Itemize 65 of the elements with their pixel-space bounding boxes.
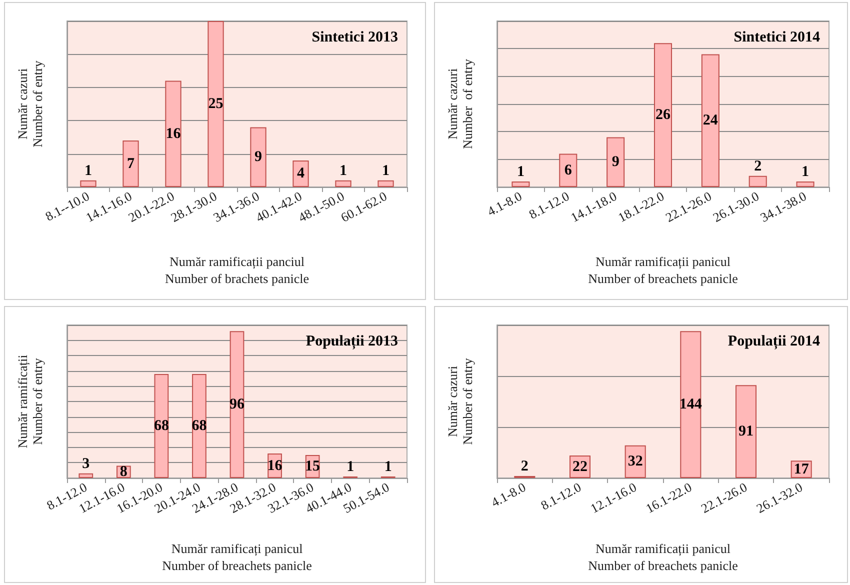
data-label: 16 [267, 458, 283, 474]
bar [512, 181, 530, 187]
bar [606, 137, 625, 187]
text: Sintetici 2013 [312, 30, 398, 46]
bar [654, 43, 672, 187]
data-label: 15 [305, 458, 320, 475]
bar [78, 473, 94, 478]
x-axis-title: Număr ramificații panicul Number of breachets panicle [588, 541, 738, 573]
data-label: 144 [679, 396, 702, 413]
data-label: 1 [516, 164, 524, 180]
bar [748, 176, 767, 187]
x-tick-label: 4.1-8.0 [484, 188, 524, 219]
y-axis-title: Număr cazuri Number of entry [445, 358, 475, 445]
bar [208, 21, 224, 187]
bar [230, 331, 244, 478]
bar [80, 180, 96, 187]
data-label: 68 [192, 418, 207, 434]
data-label: 2 [520, 458, 528, 474]
x-axis-title: Număr ramificații panciul Number of brachets panicle [164, 254, 310, 286]
bar [680, 331, 702, 478]
bar [122, 140, 139, 187]
data-label: 9 [254, 149, 262, 166]
data-label: 1 [340, 162, 347, 179]
data-label: 1 [802, 164, 810, 180]
data-label: 96 [230, 396, 245, 413]
text: Populații 2014 [728, 334, 820, 350]
data-label: 3 [82, 456, 90, 472]
data-label: 8 [120, 464, 128, 480]
bar [796, 181, 814, 187]
y-axis-title: Număr ramificații Number of entry [15, 354, 45, 448]
bar [192, 374, 206, 478]
data-label: 4 [297, 166, 305, 182]
data-label: 17 [794, 461, 810, 478]
x-tick-label: 4.1-8.0 [488, 479, 528, 510]
data-label: 26 [656, 107, 671, 124]
bar [335, 180, 352, 187]
x-axis-title: Număr ramificații panicul Number of breachets panicle [588, 254, 738, 286]
data-label: 7 [127, 156, 135, 172]
text: Sintetici 2014 [734, 30, 820, 46]
data-label: 1 [384, 458, 392, 475]
data-label: 9 [612, 154, 620, 170]
data-label: 1 [346, 458, 354, 475]
data-label: 2 [754, 158, 762, 174]
bar [154, 374, 169, 478]
y-axis-title: Număr cazuri Number of entry [445, 58, 475, 149]
bar [250, 127, 266, 187]
data-label: 24 [702, 112, 718, 129]
data-label: 91 [738, 424, 754, 440]
bar [165, 80, 182, 187]
data-label: 1 [382, 162, 390, 179]
data-label: 68 [154, 418, 169, 434]
bar [378, 180, 394, 187]
data-label: 16 [166, 126, 182, 142]
x-axis-title: Număr ramificați panicul Number of breachets panicle [162, 541, 312, 573]
bar [292, 160, 309, 187]
data-label: 1 [84, 162, 92, 179]
bar [559, 154, 578, 187]
text: Populații 2013 [306, 334, 398, 350]
data-label: 32 [628, 454, 643, 470]
data-label: 22 [572, 458, 588, 475]
data-label: 6 [564, 162, 572, 178]
bar [735, 385, 757, 478]
y-axis-title: Număr cazuri Number of entry [15, 60, 45, 148]
bar [701, 54, 720, 187]
data-label: 25 [208, 96, 224, 112]
